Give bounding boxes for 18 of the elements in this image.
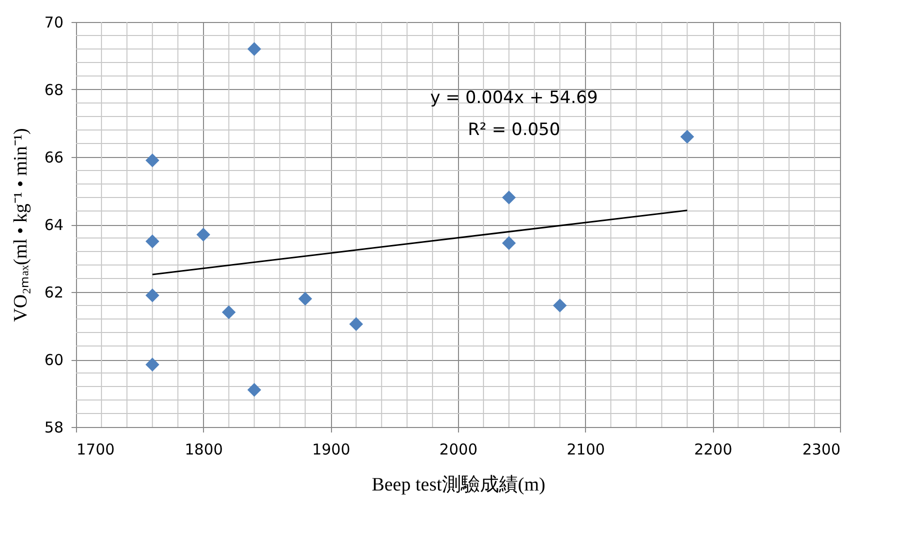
- x-tick-label: 2200: [694, 440, 732, 458]
- x-tick-label: 2000: [439, 440, 478, 458]
- y-tick-label: 70: [44, 14, 64, 32]
- y-tick-label: 66: [44, 148, 64, 166]
- x-tick-label: 1900: [312, 440, 350, 458]
- x-tick-label: 1700: [76, 440, 115, 458]
- x-tick-label: 2300: [802, 440, 840, 458]
- y-tick-label: 62: [44, 284, 64, 302]
- y-tick-label: 68: [44, 81, 64, 99]
- y-tick-label: 64: [44, 216, 64, 234]
- x-axis-title: Beep test測驗成績(m): [372, 474, 546, 496]
- annotation: y = 0.004x + 54.69: [430, 88, 598, 108]
- x-tick-label: 1800: [184, 440, 223, 458]
- y-tick-label: 58: [44, 418, 64, 436]
- x-tick-label: 2100: [566, 440, 605, 458]
- y-axis-title: VO₂ₘₐₓ(ml • kg⁻¹ • min⁻¹): [10, 128, 32, 322]
- y-tick-label: 60: [44, 351, 64, 369]
- annotation: R² = 0.050: [468, 120, 560, 140]
